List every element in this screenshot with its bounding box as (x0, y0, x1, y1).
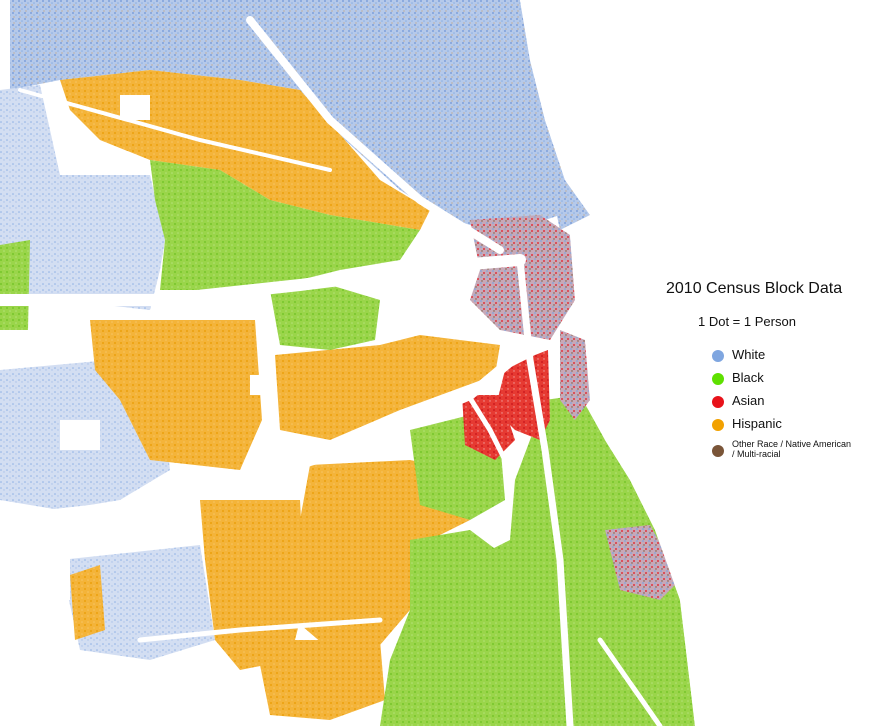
region-hispanic-far-south (255, 640, 385, 720)
region-black-southside (470, 395, 695, 726)
region-black-south-central (380, 530, 530, 726)
region-black-far-west (0, 240, 30, 330)
legend-label: Hispanic (732, 416, 782, 431)
region-mixed-hydepark (605, 525, 680, 600)
region-hispanic-west (90, 320, 262, 470)
region-white-north (10, 0, 560, 235)
lake-michigan (520, 0, 880, 726)
legend-label: Asian (732, 393, 765, 408)
legend-subtitle: 1 Dot = 1 Person (698, 314, 796, 329)
legend-label: White (732, 347, 766, 362)
legend-item-black: Black (660, 370, 870, 393)
legend-item-other: Other Race / Native American / Multi-rac… (660, 439, 870, 465)
legend-item-asian: Asian (660, 393, 870, 416)
legend-swatch-hispanic (712, 419, 724, 431)
legend-swatch-other (712, 445, 724, 457)
legend-swatch-asian (712, 396, 724, 408)
region-mixed-south-loop (560, 330, 590, 420)
legend-item-hispanic: Hispanic (660, 416, 870, 439)
legend-title: 2010 Census Block Data (666, 280, 843, 297)
region-white-west (0, 85, 165, 310)
legend-swatch-white (712, 350, 724, 362)
region-hispanic-south (295, 460, 470, 650)
expressways (0, 16, 663, 726)
legend-label: Black (732, 370, 764, 385)
legend-swatch-black (712, 373, 724, 385)
open-spaces (0, 95, 275, 726)
region-hispanic-sw-edge (70, 565, 105, 640)
region-white-northeast (445, 0, 590, 230)
region-black-lawndale (270, 285, 380, 350)
region-hispanic-pilsen (275, 335, 500, 440)
map-legend: 2010 Census Block Data 1 Dot = 1 Person … (660, 280, 870, 465)
legend-item-white: White (660, 347, 870, 370)
legend-label: Other Race / Native American / Multi-rac… (732, 439, 852, 459)
region-black-westside (150, 160, 420, 290)
